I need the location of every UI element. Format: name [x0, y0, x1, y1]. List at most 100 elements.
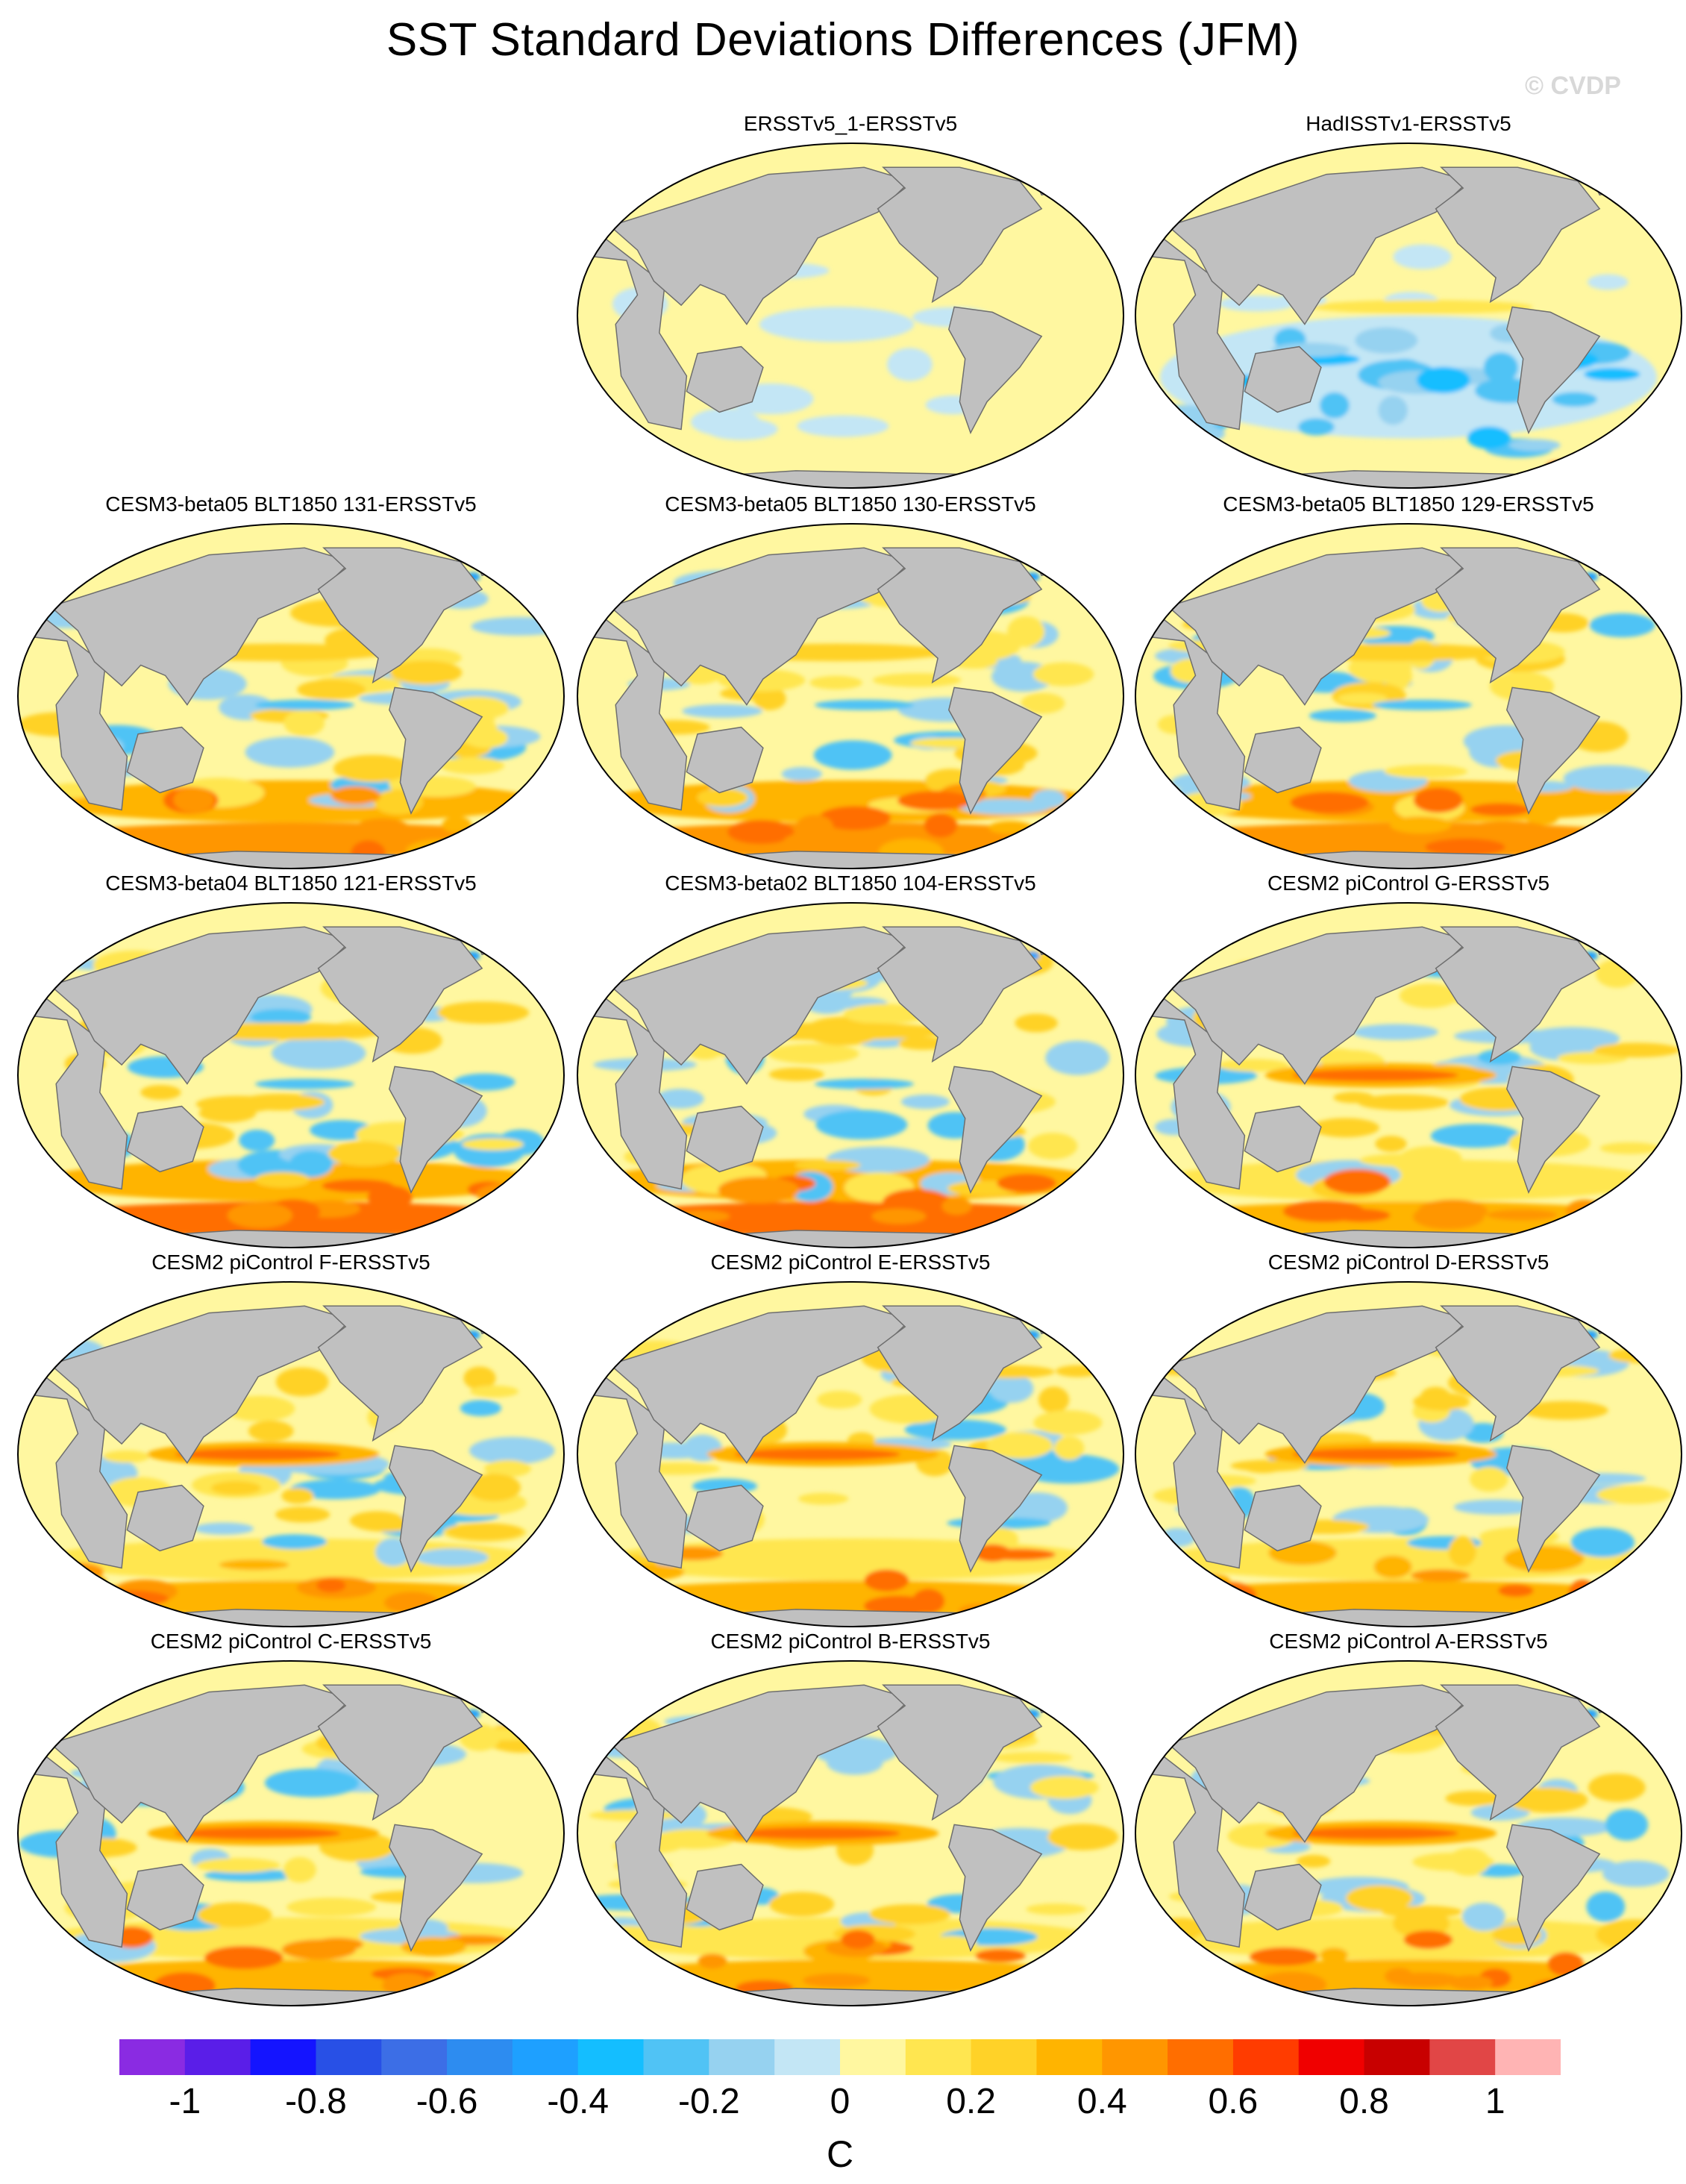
anomaly-contour — [815, 1110, 908, 1140]
anomaly-contour — [415, 1548, 489, 1567]
anomaly-contour — [1563, 765, 1655, 792]
anomaly-contour — [195, 1095, 280, 1113]
map-outline — [577, 1281, 1124, 1627]
anomaly-contour — [871, 1208, 927, 1224]
anomaly-contour — [1033, 1409, 1103, 1436]
anomaly-contour — [695, 1671, 730, 1680]
colorbar-tick-label: -0.8 — [285, 2082, 347, 2121]
anomaly-contour — [1235, 1212, 1278, 1240]
anomaly-contour — [1425, 838, 1505, 856]
anomaly-contour — [705, 418, 778, 440]
world-map — [17, 902, 565, 1248]
colorbar-swatch — [447, 2039, 513, 2075]
map-panel: CESM2 piControl G-ERSSTv5 — [1132, 872, 1685, 1252]
anomaly-contour — [1290, 792, 1369, 813]
world-map — [17, 1281, 565, 1627]
world-map — [577, 902, 1124, 1248]
panel-title: CESM2 piControl A-ERSSTv5 — [1269, 1630, 1548, 1653]
anomaly-contour — [1393, 1909, 1450, 1939]
anomaly-contour — [1552, 392, 1597, 407]
colorbar-tick-label: 0 — [830, 2082, 850, 2121]
land-eurasia — [609, 926, 912, 1085]
anomaly-contour — [464, 1728, 546, 1741]
anomaly-contour — [471, 617, 564, 636]
anomaly-contour — [1030, 1776, 1099, 1800]
land-australia — [1244, 1484, 1322, 1552]
anomaly-contour — [1403, 1930, 1453, 1949]
world-map — [1135, 1281, 1682, 1627]
land-australia — [686, 1484, 764, 1552]
anomaly-contour — [389, 660, 463, 685]
panel-title: CESM3-beta05 BLT1850 131-ERSSTv5 — [105, 492, 477, 516]
anomaly-contour — [204, 1946, 283, 1969]
world-map — [577, 523, 1124, 869]
anomaly-contour — [759, 307, 915, 342]
anomaly-contour — [695, 534, 730, 542]
anomaly-contour — [136, 913, 170, 922]
anomaly-contour — [1393, 244, 1452, 269]
anomaly-contour — [136, 534, 170, 542]
map-outline — [1135, 143, 1682, 489]
anomaly-contour — [1016, 1454, 1120, 1484]
figure-title: SST Standard Deviations Differences (JFM… — [386, 14, 1300, 66]
anomaly-contour — [1292, 1827, 1458, 1840]
land-samerica — [389, 1066, 483, 1194]
land-eurasia — [49, 926, 352, 1085]
land-australia — [686, 345, 764, 413]
land-australia — [1244, 345, 1322, 413]
colorbar-swatches — [119, 2039, 1561, 2075]
colorbar-swatch — [1036, 2039, 1103, 2075]
anomaly-contour — [454, 1073, 515, 1091]
anomaly-contour — [1586, 1892, 1626, 1922]
map-panel: CESM3-beta05 BLT1850 131-ERSSTv5 — [15, 492, 567, 873]
anomaly-contour — [809, 675, 862, 689]
anomaly-contour — [1467, 821, 1548, 836]
anomaly-contour — [254, 1078, 355, 1089]
world-map — [577, 1660, 1124, 2006]
land-eurasia — [1167, 547, 1470, 706]
anomaly-contour — [103, 1450, 150, 1463]
land-australia — [126, 1484, 204, 1552]
anomaly-contour — [446, 1523, 524, 1541]
colorbar-swatch — [774, 2039, 841, 2075]
anomaly-contour — [925, 1936, 977, 1954]
anomaly-contour — [904, 1419, 1006, 1440]
anomaly-contour — [1292, 1068, 1458, 1082]
colorbar-tick-label: -0.2 — [678, 2082, 740, 2121]
anomaly-contour — [1253, 1671, 1288, 1680]
anomaly-contour — [798, 1492, 849, 1505]
anomaly-contour — [1507, 1787, 1588, 1813]
land-eurasia — [609, 1305, 912, 1464]
land-australia — [126, 1863, 204, 1931]
anomaly-contour — [437, 1001, 530, 1024]
map-outline — [1135, 1281, 1682, 1627]
land-australia — [1244, 1863, 1322, 1931]
land-eurasia — [49, 547, 352, 706]
anomaly-contour — [1028, 1133, 1078, 1160]
anomaly-contour — [1453, 1499, 1539, 1515]
colorbar-swatch — [1364, 2039, 1430, 2075]
panel-title: CESM2 piControl G-ERSSTv5 — [1267, 872, 1550, 895]
anomaly-contour — [1007, 616, 1045, 648]
anomaly-contour — [175, 1448, 341, 1461]
land-eurasia — [1167, 926, 1470, 1085]
panel-title: CESM3-beta02 BLT1850 104-ERSSTv5 — [665, 872, 1036, 895]
map-outline — [17, 1660, 565, 2006]
cvdp-watermark: © CVDP — [1525, 72, 1621, 100]
map-panel: CESM2 piControl B-ERSSTv5 — [574, 1630, 1126, 2010]
anomaly-contour — [1253, 913, 1288, 922]
anomaly-contour — [1589, 822, 1636, 839]
colorbar-tick-label: -0.6 — [416, 2082, 478, 2121]
anomaly-contour — [297, 679, 366, 700]
land-samerica — [389, 1824, 483, 1952]
anomaly-contour — [1378, 395, 1408, 425]
colorbar-swatch — [316, 2039, 382, 2075]
anomaly-contour — [1503, 1545, 1585, 1572]
anomaly-contour — [768, 1043, 859, 1064]
anomaly-contour — [1032, 662, 1094, 686]
anomaly-contour — [997, 1174, 1056, 1193]
land-australia — [1244, 726, 1322, 794]
map-panel: CESM3-beta04 BLT1850 121-ERSSTv5 — [15, 872, 567, 1252]
map-panel: CESM2 piControl D-ERSSTv5 — [1132, 1251, 1685, 1631]
anomaly-contour — [1522, 1401, 1608, 1420]
